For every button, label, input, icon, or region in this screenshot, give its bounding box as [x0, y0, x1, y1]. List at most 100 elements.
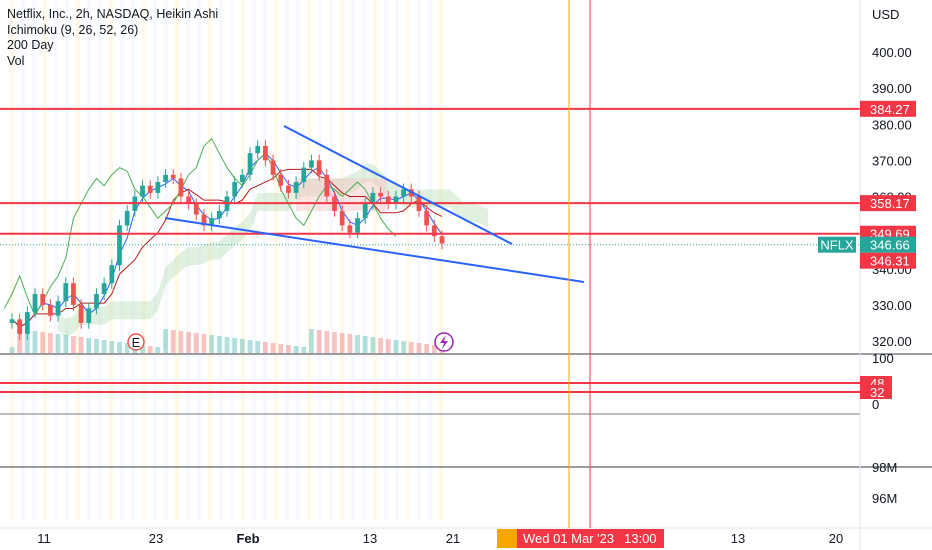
volume-bar [48, 333, 53, 353]
volume-bar [401, 341, 406, 353]
bg-stripe [406, 0, 410, 520]
price-axis-currency: USD [872, 7, 899, 22]
volume-bar [86, 338, 92, 353]
candle-body [232, 182, 238, 197]
candle-body [201, 214, 207, 226]
volume-tick-label: 96M [872, 491, 897, 506]
bg-stripe [43, 0, 47, 520]
bg-stripe [384, 0, 388, 520]
volume-bar [224, 337, 230, 353]
volume-bar [155, 347, 161, 353]
legend-ma[interactable]: 200 Day [7, 38, 54, 52]
candle-body [9, 319, 15, 323]
volume-bar [239, 339, 245, 353]
volume-tick-label: 98M [872, 460, 897, 475]
candlesticks [9, 140, 445, 340]
cloud-area [58, 164, 489, 338]
candle-body [94, 294, 99, 309]
candle-body [147, 185, 153, 193]
bg-stripe [175, 0, 179, 520]
volume-bar [140, 345, 145, 353]
symbol-tag-label: NFLX [820, 238, 854, 253]
candle-body [286, 185, 291, 193]
bg-stripe [373, 0, 377, 520]
volume-bar [385, 339, 391, 353]
volume-bar [178, 331, 184, 353]
candle-body [278, 174, 284, 186]
bg-stripe [109, 0, 113, 520]
candle-body [109, 265, 115, 284]
last-price-tag-label: 346.66 [870, 238, 910, 253]
time-tick-label: 23 [149, 531, 163, 546]
volume-bar [124, 343, 130, 353]
candle-body [293, 182, 299, 193]
candle-body [247, 153, 253, 175]
bg-stripe [208, 0, 212, 520]
volume-bar [370, 337, 376, 353]
candle-body [24, 312, 30, 334]
candle-body [370, 192, 376, 204]
candle-body [347, 225, 353, 233]
volume-bar [431, 345, 437, 353]
bg-stripe [230, 0, 234, 520]
bg-stripe [274, 0, 278, 520]
legend-volume[interactable]: Vol [7, 53, 25, 68]
trendlines[interactable] [164, 125, 585, 283]
candle-body [309, 160, 314, 168]
volume-bar [216, 336, 222, 353]
horizontal-levels[interactable] [0, 107, 860, 246]
volume-bar [71, 336, 76, 353]
candle-body [101, 283, 107, 295]
volume-bar [286, 345, 291, 353]
price-tick-label: 400.00 [872, 45, 912, 60]
legend-ichimoku[interactable]: Ichimoku (9, 26, 52, 26) [7, 22, 139, 37]
background-stripes [10, 0, 443, 520]
volume-bar [416, 343, 422, 353]
price-tick-label: 320.00 [872, 334, 912, 349]
crosshair-date-tag [517, 529, 664, 548]
volume-bar [301, 347, 307, 353]
trendline-upper [283, 125, 513, 245]
bg-stripe [186, 0, 190, 520]
volume-bar [209, 335, 215, 353]
last-price-tag [860, 236, 916, 253]
volume-bar [193, 333, 199, 353]
volume-bar [347, 334, 353, 353]
chart-legend: Netflix, Inc., 2h, NASDAQ, Heikin Ashi I… [7, 7, 218, 69]
bg-stripe [340, 0, 344, 520]
volume-bar [101, 340, 107, 353]
bg-stripe [131, 0, 135, 520]
volume-bar [355, 335, 360, 353]
volume-bar [378, 338, 383, 353]
chart-markers[interactable]: E [127, 332, 454, 352]
candle-body [63, 283, 69, 302]
earnings-marker-label: E [132, 335, 141, 350]
volume-bar [424, 344, 430, 353]
bg-stripe [197, 0, 201, 520]
bg-stripe [241, 0, 245, 520]
candle-body [270, 160, 276, 175]
bg-stripe [362, 0, 366, 520]
bg-stripe [428, 0, 432, 520]
trendline-lower [164, 217, 585, 283]
symbol-tag [818, 236, 856, 253]
time-tick-label: 20 [829, 531, 843, 546]
volume-bar [362, 336, 368, 353]
volume-bar [55, 334, 61, 353]
bg-stripe [296, 0, 300, 520]
price-axis[interactable]: USD400.00390.00380.00370.00360.00350.003… [818, 7, 916, 506]
candle-body [255, 145, 261, 154]
candle-body [301, 167, 307, 183]
volume-bar [163, 329, 168, 353]
legend-title[interactable]: Netflix, Inc., 2h, NASDAQ, Heikin Ashi [7, 7, 219, 21]
price-level-tag [860, 100, 916, 117]
candle-body [32, 294, 38, 313]
oscillator-level-tag-label: 32 [870, 385, 884, 400]
volume-bar [263, 342, 268, 353]
candle-body [339, 210, 345, 226]
volume-bar [186, 332, 191, 353]
candle-body [186, 196, 191, 204]
